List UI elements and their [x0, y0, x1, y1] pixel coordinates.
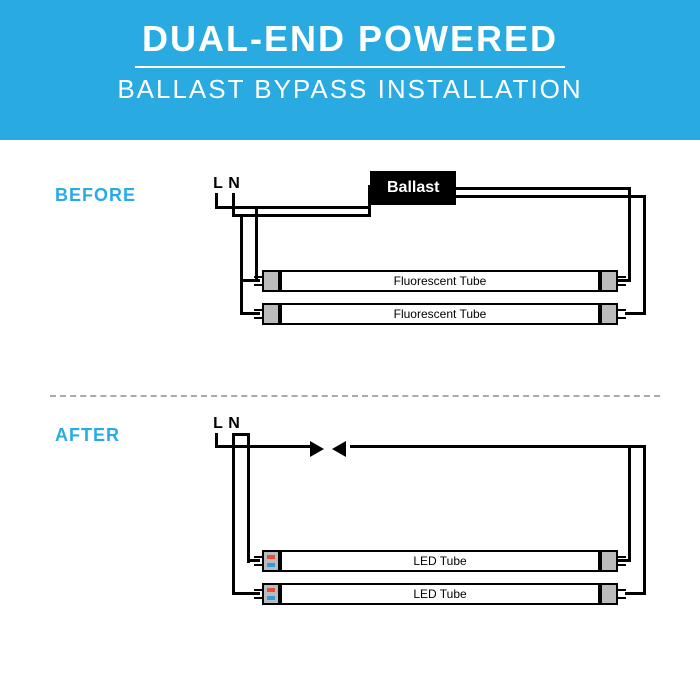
ln-label-after: LN — [210, 415, 242, 433]
before-diagram: LN Ballast Fluorescent Tube — [200, 175, 660, 375]
header-divider — [135, 66, 565, 68]
led-tube-2: LED Tube — [280, 583, 600, 605]
tube-label: LED Tube — [282, 552, 598, 570]
page-subtitle: BALLAST BYPASS INSTALLATION — [0, 74, 700, 105]
fluorescent-tube-1: Fluorescent Tube — [280, 270, 600, 292]
tube-label: Fluorescent Tube — [282, 272, 598, 290]
tube-label: Fluorescent Tube — [282, 305, 598, 323]
after-label: AFTER — [55, 425, 120, 446]
after-diagram: LN LED Tube — [200, 415, 660, 655]
fluorescent-tube-2: Fluorescent Tube — [280, 303, 600, 325]
section-divider — [50, 395, 660, 397]
page: DUAL-END POWERED BALLAST BYPASS INSTALLA… — [0, 0, 700, 700]
header-banner: DUAL-END POWERED BALLAST BYPASS INSTALLA… — [0, 0, 700, 140]
page-title: DUAL-END POWERED — [0, 18, 700, 60]
tube-label: LED Tube — [282, 585, 598, 603]
ballast-box: Ballast — [370, 171, 456, 205]
before-label: BEFORE — [55, 185, 136, 206]
led-tube-1: LED Tube — [280, 550, 600, 572]
ln-label-before: LN — [210, 175, 242, 193]
